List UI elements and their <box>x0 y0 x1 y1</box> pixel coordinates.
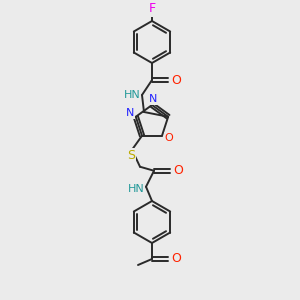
Text: N: N <box>149 94 157 104</box>
Text: N: N <box>126 108 134 118</box>
Text: HN: HN <box>128 184 144 194</box>
Text: O: O <box>171 74 181 86</box>
Text: HN: HN <box>124 90 140 100</box>
Text: S: S <box>127 149 135 162</box>
Text: O: O <box>171 253 181 266</box>
Text: F: F <box>148 2 156 16</box>
Text: O: O <box>165 133 173 143</box>
Text: O: O <box>173 164 183 177</box>
